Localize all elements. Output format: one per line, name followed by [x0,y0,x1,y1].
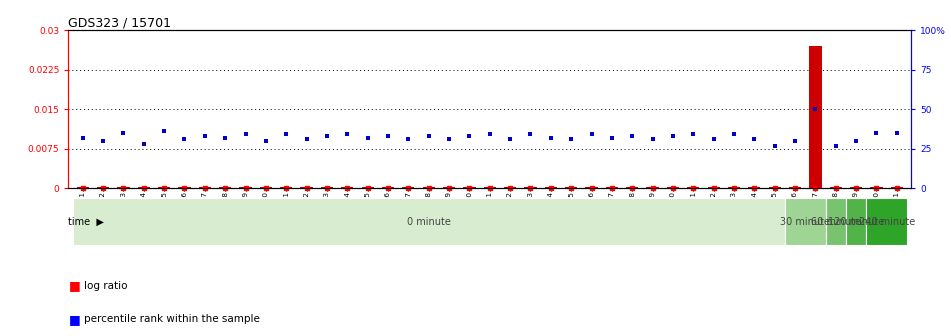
Bar [97,187,109,188]
Bar [825,198,846,245]
Bar [402,187,415,188]
Bar [443,187,456,188]
Bar [524,187,536,188]
Bar [382,187,394,188]
Bar [199,187,211,188]
Text: time  ▶: time ▶ [68,217,105,227]
Bar [748,187,761,188]
Bar [728,187,740,188]
Bar [565,187,577,188]
Text: percentile rank within the sample: percentile rank within the sample [84,314,260,324]
Bar [688,187,699,188]
Bar [72,198,785,245]
Bar [846,198,866,245]
Bar [138,187,150,188]
Bar [866,198,907,245]
Bar [850,187,863,188]
Bar [545,187,557,188]
Text: 0 minute: 0 minute [407,217,451,227]
Bar [260,187,272,188]
Bar [422,187,435,188]
Bar [667,187,679,188]
Bar [281,187,292,188]
Bar [240,187,252,188]
Text: 120 minute: 120 minute [828,217,884,227]
Bar [361,187,374,188]
Bar [789,187,801,188]
Bar [484,187,495,188]
Bar [179,187,190,188]
Bar [891,187,902,188]
Bar [785,198,825,245]
Bar [768,187,781,188]
Text: 30 minute: 30 minute [780,217,830,227]
Text: ■: ■ [68,313,80,326]
Bar [341,187,354,188]
Bar [77,187,88,188]
Text: 60 minute: 60 minute [811,217,861,227]
Bar [647,187,659,188]
Bar [829,187,842,188]
Text: log ratio: log ratio [84,281,127,291]
Bar [626,187,638,188]
Bar [870,187,883,188]
Bar [320,187,333,188]
Bar [504,187,516,188]
Text: 240 minute: 240 minute [859,217,915,227]
Bar [708,187,720,188]
Bar [463,187,476,188]
Bar [606,187,618,188]
Bar [219,187,231,188]
Bar [586,187,597,188]
Bar [158,187,170,188]
Bar [117,187,129,188]
Text: GDS323 / 15701: GDS323 / 15701 [68,17,171,30]
Text: ■: ■ [68,279,80,292]
Bar [809,46,822,188]
Bar [301,187,313,188]
